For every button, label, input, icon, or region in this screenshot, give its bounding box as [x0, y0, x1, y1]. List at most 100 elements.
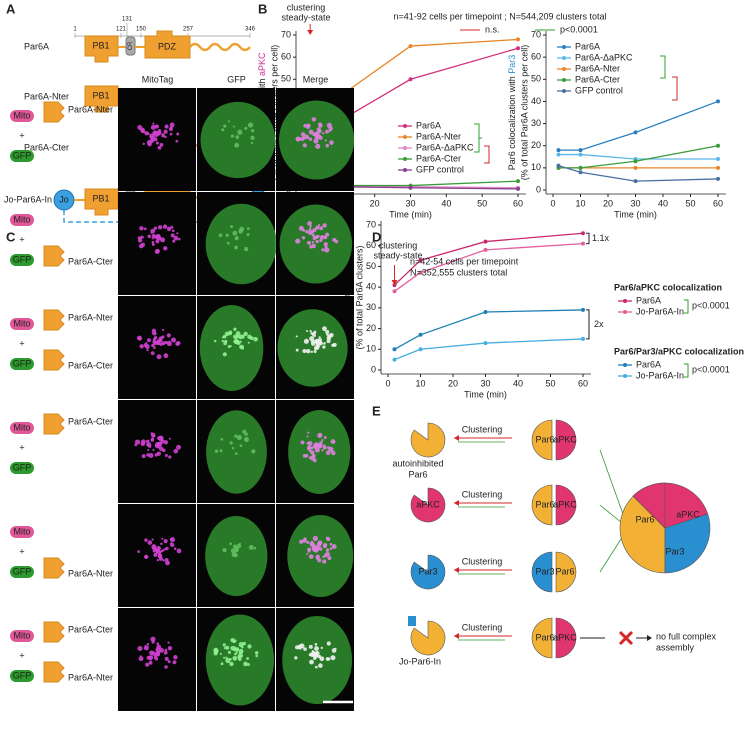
speckle	[234, 339, 240, 344]
speckle	[322, 559, 327, 564]
bracket	[660, 55, 666, 79]
speckle	[175, 139, 179, 143]
speckle	[330, 655, 336, 661]
tag-label: Mito	[13, 422, 30, 432]
data-point	[392, 347, 397, 352]
legend-marker	[562, 45, 566, 49]
jo-tag	[408, 616, 416, 626]
speckle	[177, 237, 181, 241]
protein-label: aPKC	[553, 632, 577, 642]
cell	[199, 305, 264, 391]
protein-label: aPKC	[416, 499, 440, 509]
speckle	[157, 341, 161, 346]
speckle	[253, 546, 257, 550]
speckle	[139, 226, 144, 231]
speckle	[150, 124, 156, 130]
speckle	[315, 443, 320, 448]
speckle	[234, 236, 239, 241]
speckle	[152, 448, 155, 452]
speckle	[138, 656, 144, 662]
speckle	[142, 142, 145, 146]
y-tick-label: 40	[366, 282, 376, 292]
speckle	[151, 240, 155, 244]
annotation: clustering	[379, 240, 418, 250]
speckle	[238, 642, 244, 648]
speckle	[154, 124, 159, 129]
legend-label: Par6A-Nter	[575, 63, 620, 73]
speckle	[321, 439, 324, 442]
construct-shape	[43, 101, 65, 123]
arrowhead	[454, 435, 459, 441]
fold-bracket	[586, 309, 590, 340]
speckle	[312, 535, 318, 541]
speckle	[167, 645, 173, 651]
tag-label: GFP	[13, 670, 32, 680]
speckle	[161, 448, 166, 453]
speckle	[315, 554, 320, 559]
speckle	[303, 338, 309, 344]
protein	[632, 482, 666, 529]
speckle	[309, 449, 312, 453]
x-tick-label: 40	[441, 198, 451, 208]
speckle	[247, 122, 254, 128]
y-tick-label: 20	[366, 323, 376, 333]
speckle	[232, 230, 238, 236]
speckle	[302, 143, 307, 148]
speckle	[158, 435, 164, 441]
data-point	[483, 239, 488, 244]
protein	[531, 419, 553, 461]
speckle	[167, 641, 170, 644]
data-point	[581, 241, 585, 246]
series-line	[558, 165, 719, 182]
legend-marker	[403, 124, 407, 128]
speckle	[318, 135, 323, 140]
speckle	[313, 349, 317, 354]
y-tick-label: 50	[281, 74, 291, 84]
speckle	[173, 235, 179, 241]
y-axis-label: Par6 colocalization with Par3	[507, 55, 517, 171]
arrowhead	[391, 280, 398, 285]
speckle	[229, 661, 234, 667]
speckle	[229, 542, 232, 546]
arrow-label: Clustering	[462, 489, 503, 499]
tag-pill	[10, 462, 34, 474]
speckle	[298, 225, 304, 231]
speckle	[316, 127, 321, 132]
y-tick-label: 10	[531, 162, 541, 172]
speckle	[164, 454, 168, 458]
speckle	[319, 238, 323, 242]
speckle	[167, 660, 171, 664]
speckle	[157, 237, 160, 240]
x-tick-label: 40	[513, 378, 523, 388]
speckle	[151, 332, 154, 335]
fold-bracket	[586, 232, 590, 245]
speckle	[324, 139, 327, 142]
speckle	[234, 434, 238, 438]
speckle	[327, 555, 332, 561]
legend-group-title: Par6/Par3/aPKC colocalization	[614, 346, 744, 356]
speckle	[228, 331, 232, 336]
protein	[555, 419, 577, 461]
speckle	[146, 443, 149, 446]
speckle	[150, 636, 156, 642]
x-tick-label: 10	[575, 198, 585, 208]
speckle	[151, 640, 155, 644]
tag-pill	[10, 318, 34, 330]
speckle	[164, 124, 169, 129]
speckle	[173, 448, 179, 454]
speckle	[300, 440, 305, 445]
speckle	[222, 352, 227, 357]
tag-label: GFP	[13, 566, 32, 576]
speckle	[250, 135, 255, 140]
tag-label: Jo	[59, 194, 69, 204]
domain-label: PDZ	[158, 41, 177, 51]
y-axis-label-text: Par6 colocalization with	[507, 74, 517, 171]
speckle	[151, 651, 156, 656]
speckle	[161, 537, 164, 540]
data-point	[516, 186, 520, 191]
speckle	[309, 659, 314, 665]
series-line	[394, 309, 584, 350]
speckle	[151, 242, 155, 246]
speckle	[143, 343, 148, 348]
panel-letter: C	[6, 229, 16, 244]
